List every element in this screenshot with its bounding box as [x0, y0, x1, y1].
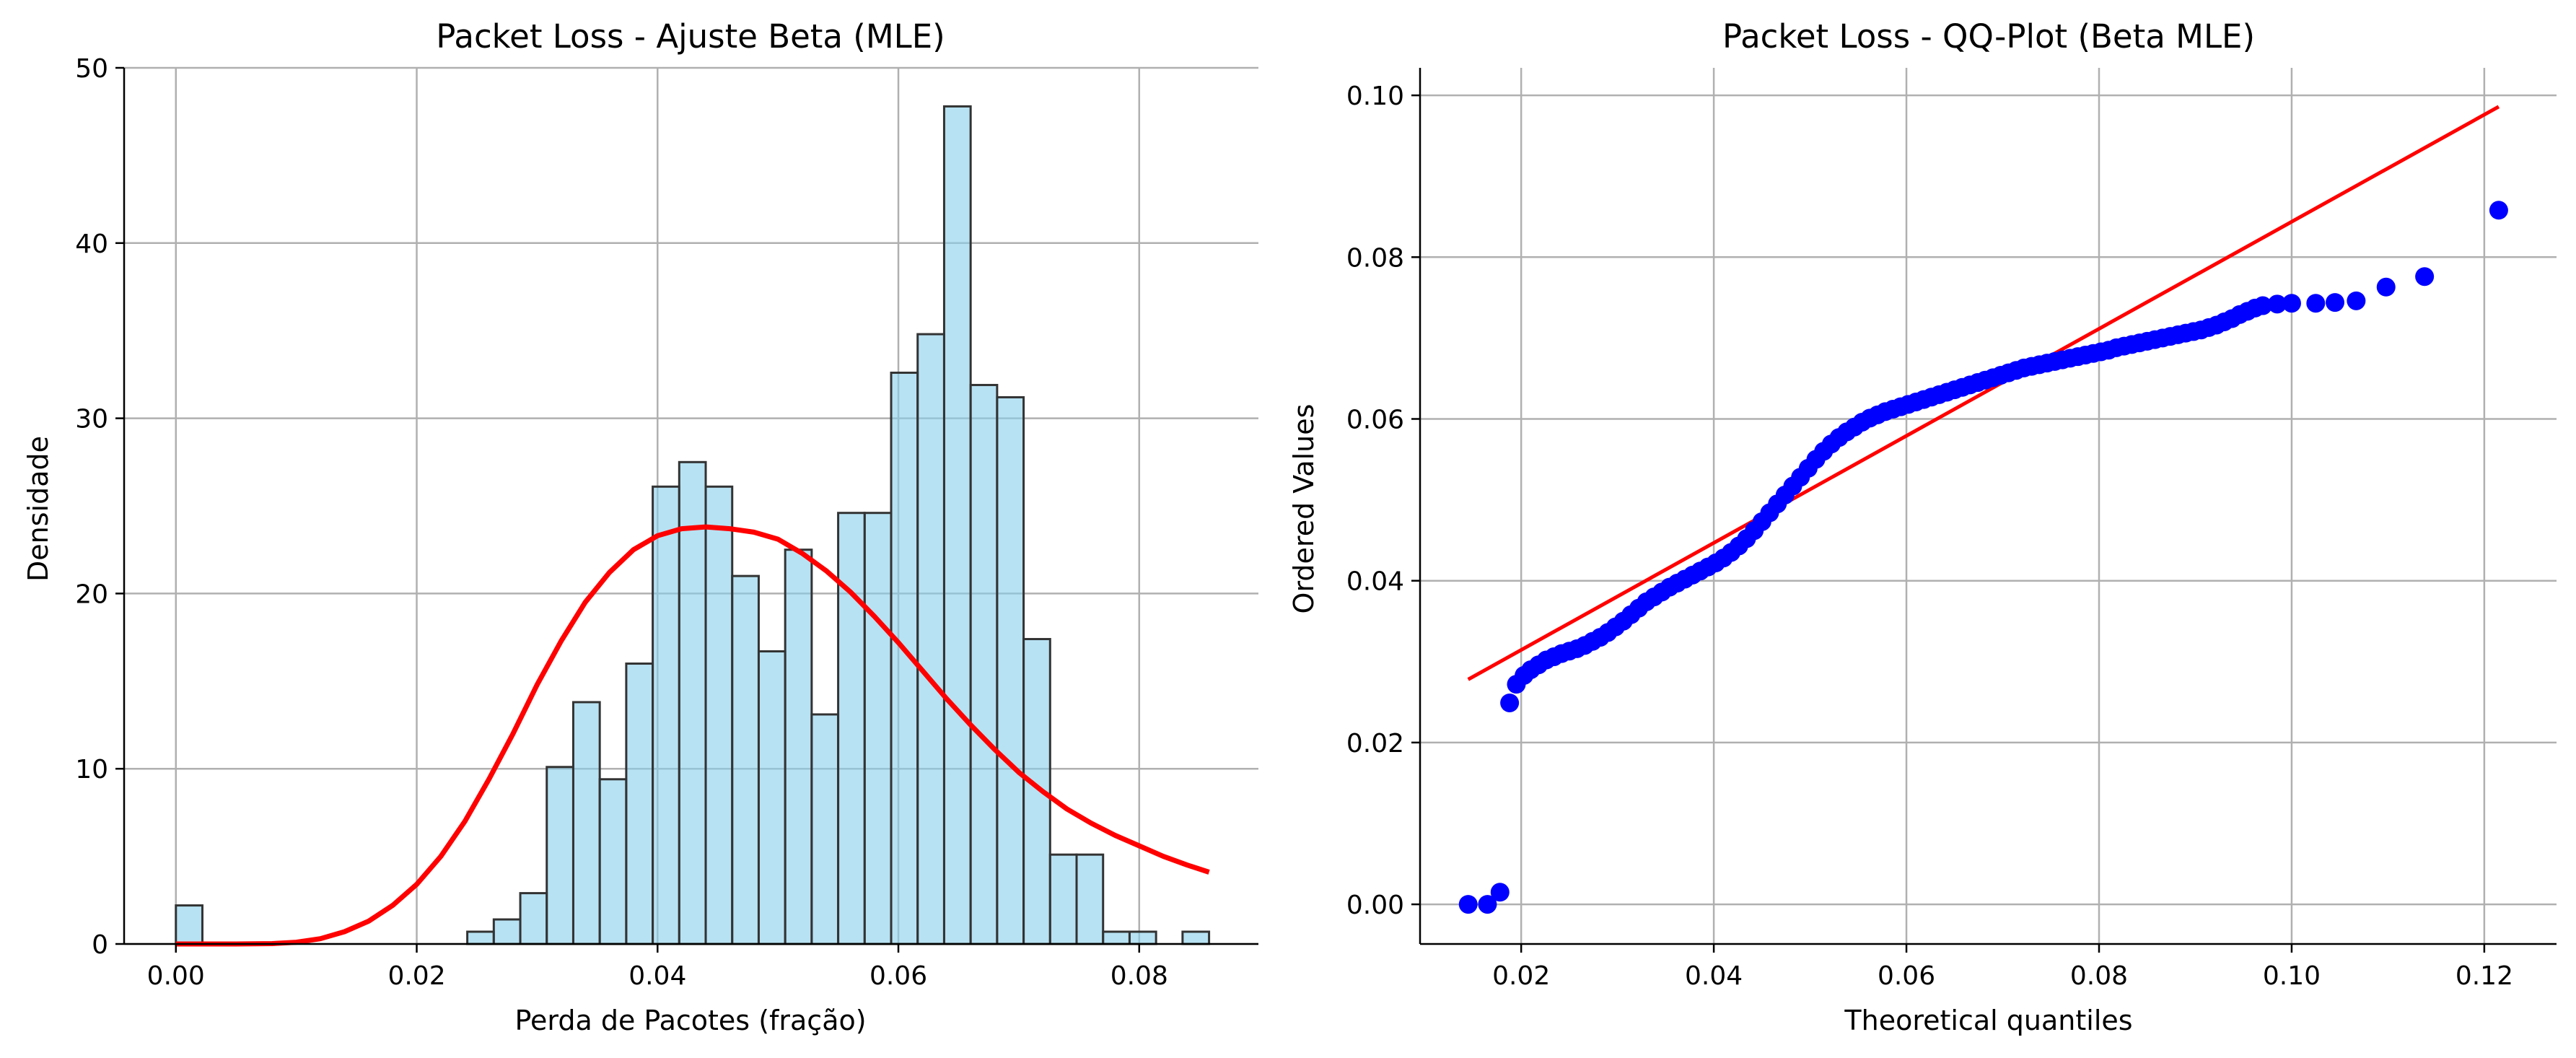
qq-axes	[1419, 68, 2557, 945]
histogram-bar	[625, 663, 654, 945]
qq-y-tick-label: 0.04	[1346, 567, 1404, 597]
qq-points	[1458, 201, 2508, 914]
qq-x-tick-label: 0.12	[2455, 961, 2513, 991]
histogram-x-tick-label: 0.08	[1110, 961, 1168, 991]
histogram-x-tick-label: 0.02	[387, 961, 445, 991]
qq-point	[2347, 291, 2366, 310]
qq-x-tick-label: 0.04	[1685, 961, 1743, 991]
qq-y-label: Ordered Values	[1288, 404, 1320, 614]
histogram-bar	[678, 460, 707, 945]
histogram-x-tick-label: 0.04	[628, 961, 686, 991]
histogram-bar	[1075, 853, 1105, 945]
qq-point	[2282, 294, 2301, 313]
histogram-title: Packet Loss - Ajuste Beta (MLE)	[436, 17, 945, 56]
histogram-bar	[571, 701, 601, 945]
qq-point	[2376, 277, 2396, 297]
histogram-bar	[704, 485, 734, 945]
histogram-y-tick-label: 20	[75, 580, 108, 609]
histogram-bar	[1181, 930, 1211, 945]
histogram-bar	[996, 395, 1025, 945]
qq-point	[2415, 267, 2435, 287]
histogram-bar	[546, 766, 574, 945]
histogram-x-label: Perda de Pacotes (fração)	[514, 1005, 866, 1036]
qq-point	[2267, 294, 2287, 314]
histogram-bar	[1128, 930, 1157, 945]
qq-x-tick-label: 0.06	[1878, 961, 1935, 991]
qq-y-tick-label: 0.06	[1346, 405, 1404, 434]
qq-y-tick-label: 0.00	[1346, 891, 1404, 920]
qq-point	[2306, 294, 2326, 313]
beta-fit-curve	[175, 524, 1210, 947]
qq-point	[1478, 895, 1497, 914]
histogram-bar	[837, 512, 866, 945]
qq-x-tick-label: 0.08	[2070, 961, 2128, 991]
qq-x-label: Theoretical quantiles	[1844, 1005, 2132, 1036]
histogram-y-tick-label: 0	[92, 930, 108, 960]
histogram-bar	[1102, 930, 1131, 945]
qq-grid	[1420, 68, 2557, 944]
histogram-y-tick-label: 50	[75, 54, 108, 84]
histogram-x-ticks: 0.00 0.02 0.04 0.06 0.08	[147, 944, 1168, 991]
histogram-x-tick-label: 0.00	[147, 961, 205, 991]
qq-y-tick-label: 0.08	[1346, 243, 1404, 273]
qq-x-tick-label: 0.02	[1492, 961, 1550, 991]
histogram-bar	[784, 548, 813, 945]
histogram-bar	[863, 512, 893, 945]
qq-line-0	[1467, 105, 2500, 681]
histogram-bar	[652, 485, 680, 945]
histogram-panel: 0.00 0.02 0.04 0.06 0.08 0 10 20 30 40 50 Packet …	[22, 17, 1258, 1036]
qq-point	[2253, 296, 2272, 315]
qq-y-tick-label: 0.10	[1346, 82, 1404, 111]
histogram-bar	[731, 574, 760, 945]
qq-y-tick-label: 0.02	[1346, 729, 1404, 758]
qq-x-ticks: 0.02 0.04 0.06 0.08 0.10 0.12	[1492, 944, 2513, 991]
qq-reference-line	[1467, 105, 2500, 681]
histogram-bar	[492, 918, 522, 945]
histogram-y-tick-label: 10	[75, 755, 108, 784]
histogram-y-tick-label: 30	[75, 405, 108, 434]
qq-point	[2326, 293, 2345, 312]
qq-point	[1458, 895, 1478, 914]
histogram-bar	[757, 650, 787, 945]
histogram-x-tick-label: 0.06	[869, 961, 927, 991]
qq-y-ticks: 0.00 0.02 0.04 0.06 0.08 0.10	[1346, 82, 1420, 920]
qq-point	[1490, 883, 1510, 902]
histogram-bar	[598, 778, 628, 945]
histogram-bar	[466, 930, 495, 945]
histogram-axes	[123, 68, 1258, 945]
qq-point	[2489, 201, 2508, 220]
histogram-bar	[942, 105, 972, 945]
histogram-bars	[175, 105, 1211, 945]
histogram-line-0	[175, 524, 1210, 947]
histogram-bar	[969, 383, 999, 945]
histogram-y-label: Densidade	[22, 436, 54, 582]
histogram-bar	[916, 333, 945, 945]
histogram-bar	[810, 713, 840, 945]
qq-point	[1500, 693, 1520, 712]
histogram-y-ticks: 0 10 20 30 40 50	[75, 54, 124, 960]
qq-title: Packet Loss - QQ-Plot (Beta MLE)	[1722, 17, 2255, 56]
qq-x-tick-label: 0.10	[2263, 961, 2321, 991]
histogram-bar	[519, 892, 548, 945]
histogram-bar	[175, 904, 203, 945]
qq-plot-panel: 0.02 0.04 0.06 0.08 0.10 0.12 0.000.020.040.0…	[1288, 17, 2557, 1036]
histogram-bar	[1048, 853, 1078, 945]
histogram-y-tick-label: 40	[75, 229, 108, 259]
